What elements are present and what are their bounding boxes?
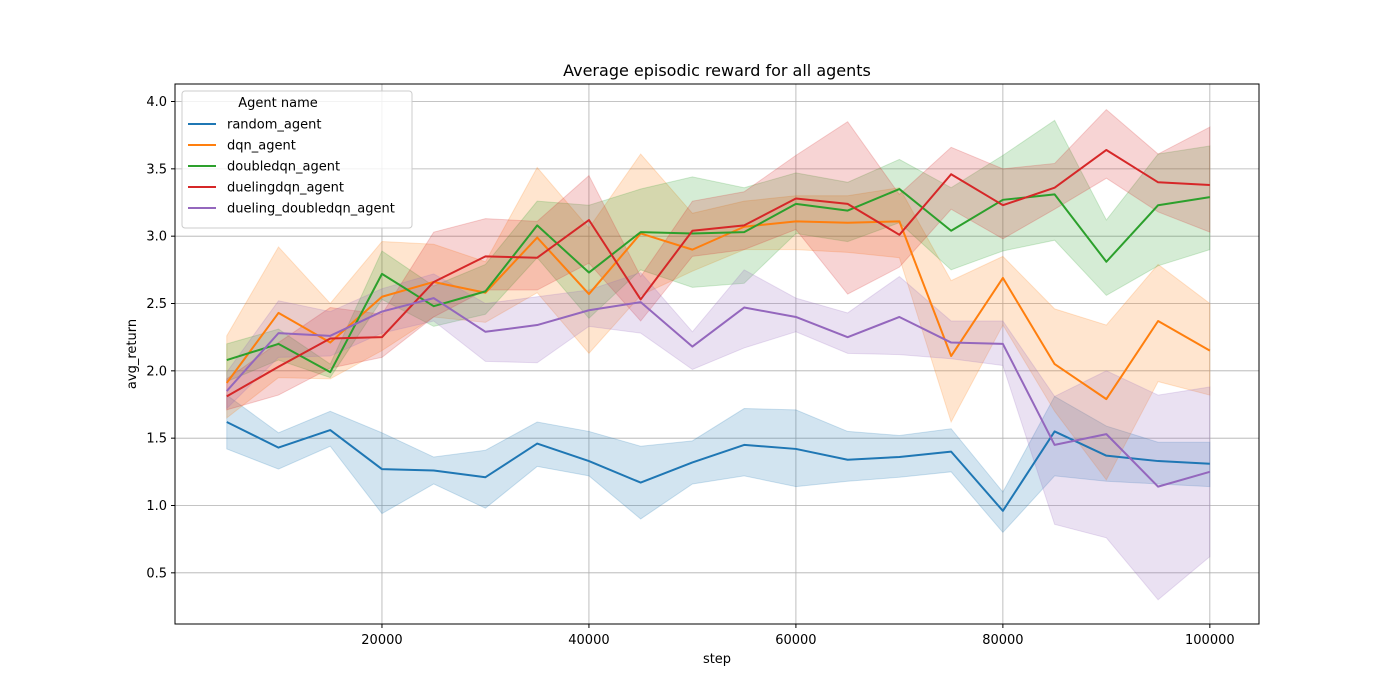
band-random_agent	[226, 394, 1211, 534]
x-tick-label: 100000	[1185, 633, 1235, 648]
x-tick-label: 80000	[982, 633, 1023, 648]
legend: Agent name random_agent dqn_agent doubledqn…	[181, 90, 413, 229]
band-dueling_doubledqn_agent	[226, 269, 1211, 601]
grid	[175, 84, 1259, 624]
series-lines	[225, 148, 1211, 512]
line-dueling_doubledqn_agent	[225, 297, 1211, 488]
x-axis-label: step	[703, 652, 731, 667]
y-tick-label: 1.5	[146, 432, 167, 447]
y-tick-label: 1.0	[146, 499, 167, 514]
line-random_agent	[226, 421, 1210, 512]
y-axis-label: avg_return	[125, 319, 140, 389]
y-tick-label: 2.0	[146, 364, 167, 379]
chart-title: Average episodic reward for all agents	[563, 61, 871, 80]
legend-label-doubledqn_agent: doubledqn_agent	[227, 160, 340, 175]
legend-box	[181, 90, 413, 229]
band-dqn_agent	[226, 153, 1211, 481]
legend-label-dueling_doubledqn_agent: dueling_doubledqn_agent	[227, 202, 395, 217]
legend-label-dqn_agent: dqn_agent	[227, 139, 296, 154]
legend-title: Agent name	[238, 96, 317, 111]
band-duelingdqn_agent	[226, 108, 1211, 411]
plot-frame	[174, 83, 1260, 625]
axis-ticks: 20000 40000 60000 80000 100000 0.5 1.0 1.5 2.0 2.…	[146, 95, 1234, 648]
x-tick-label: 40000	[568, 633, 609, 648]
line-duelingdqn_agent	[226, 148, 1210, 398]
x-tick-label: 20000	[361, 633, 402, 648]
line-dqn_agent	[225, 220, 1211, 401]
legend-label-duelingdqn_agent: duelingdqn_agent	[227, 181, 344, 196]
legend-label-random_agent: random_agent	[227, 118, 321, 133]
confidence-bands	[226, 108, 1211, 601]
line-doubledqn_agent	[226, 188, 1210, 374]
y-tick-label: 2.5	[146, 297, 167, 312]
y-tick-label: 3.0	[146, 230, 167, 245]
y-tick-label: 0.5	[146, 566, 167, 581]
x-tick-label: 60000	[775, 633, 816, 648]
y-tick-label: 4.0	[146, 95, 167, 110]
band-doubledqn_agent	[226, 119, 1211, 383]
y-tick-label: 3.5	[146, 162, 167, 177]
